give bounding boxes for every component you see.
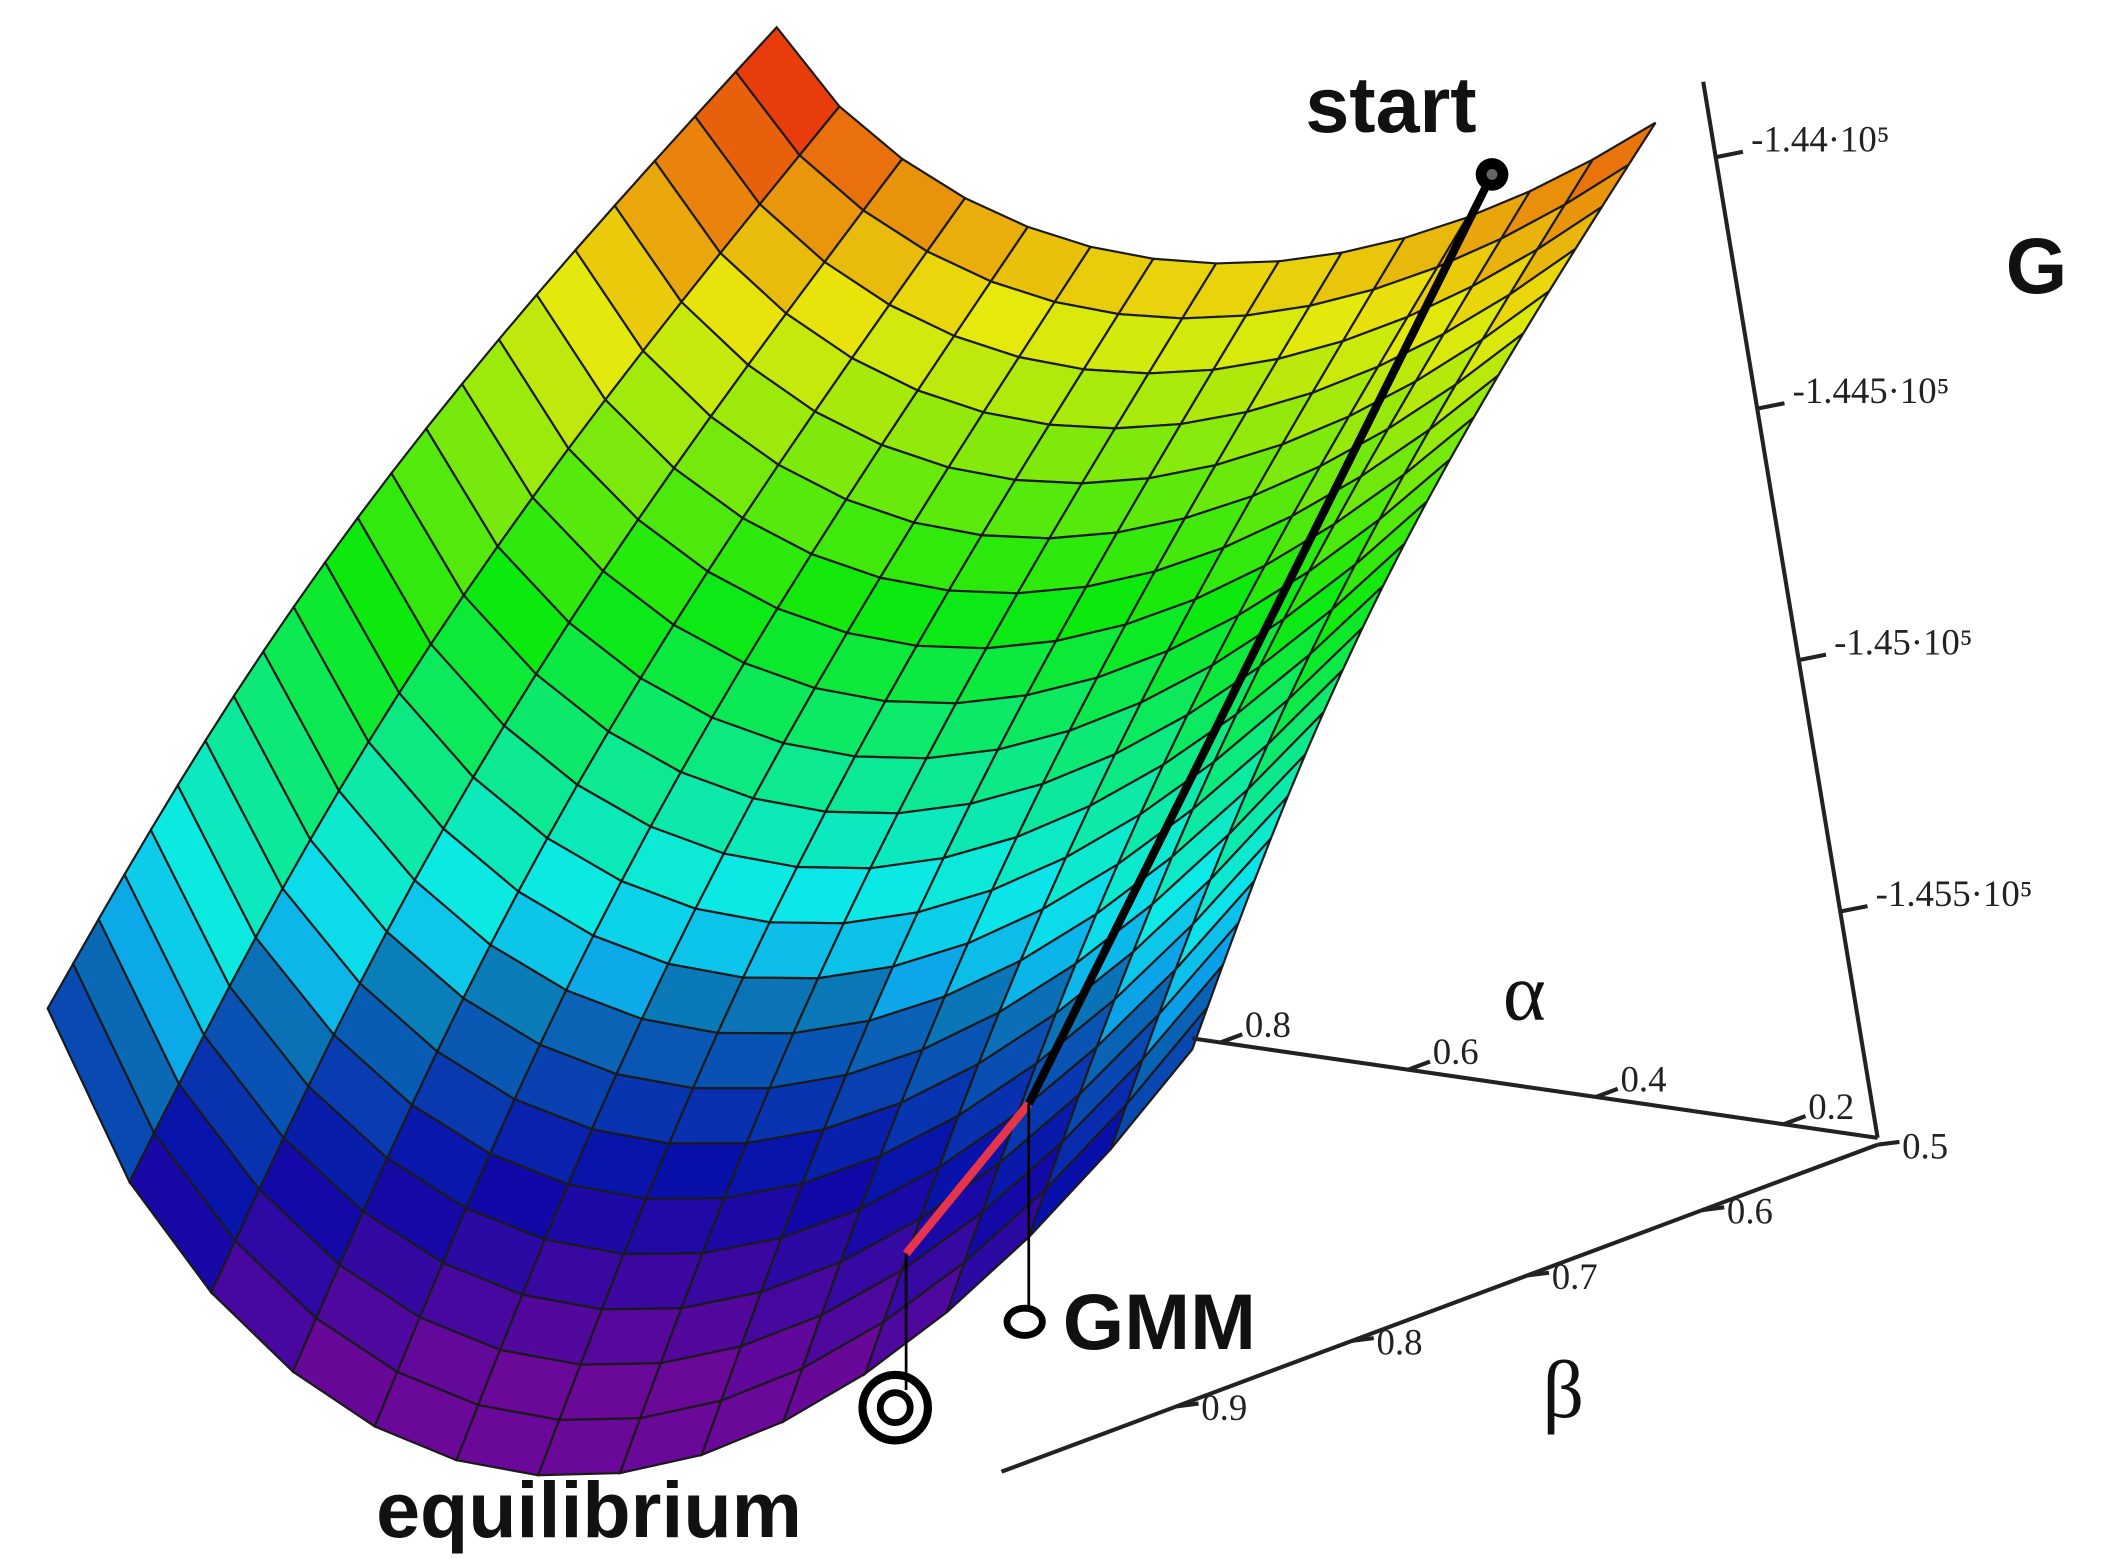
surface-cell [1109,1006,1209,1151]
path-line-red [902,1101,1032,1257]
annotation: equilibrium [376,1465,802,1554]
y-tick-label: 0.8 [1376,1322,1422,1363]
x-tick-label: 0.4 [1621,1059,1667,1100]
y-tick [1526,1270,1550,1278]
x-tick [1595,1086,1619,1099]
x-tick [1783,1114,1807,1127]
x-tick-label: 0.2 [1808,1086,1854,1127]
start-marker-dot [1486,168,1498,180]
y-axis-label: β [1542,1344,1584,1435]
x-tick [1407,1059,1431,1072]
y-tick-label: 0.9 [1201,1387,1247,1428]
annotation: start [1305,60,1476,149]
annotation: GMM [1063,1277,1256,1366]
x-tick-label: 0.8 [1245,1004,1291,1045]
y-tick [1351,1336,1375,1343]
equilibrium-marker-inner [876,1389,914,1427]
y-tick-label: 0.5 [1902,1125,1948,1166]
z-tick [1839,904,1868,914]
z-tick [1756,401,1785,411]
path-line [1025,172,1496,1106]
surface [46,25,1657,1477]
z-axis [1701,81,1880,1139]
x-axis-label: α [1503,946,1546,1037]
y-tick-label: 0.7 [1552,1256,1598,1297]
z-tick-label: -1.44·10⁵ [1751,119,1889,160]
y-tick [1702,1205,1725,1213]
z-tick [1715,149,1744,160]
z-tick-label: -1.45·10⁵ [1834,622,1972,663]
y-tick [1877,1139,1900,1147]
z-tick [1798,652,1827,663]
gmm-marker [1003,1304,1046,1339]
z-tick-label: -1.445·10⁵ [1793,370,1950,411]
z-tick-label: -1.455·10⁵ [1876,873,2033,914]
y-tick [1176,1401,1199,1409]
x-tick-label: 0.6 [1433,1031,1479,1072]
equilibrium-marker [858,1370,933,1445]
x-tick [1219,1032,1243,1045]
z-axis-label: G [2006,221,2067,310]
beta-axis [1000,1142,1879,1474]
y-tick-label: 0.6 [1727,1191,1773,1232]
alpha-axis [1191,1036,1878,1140]
